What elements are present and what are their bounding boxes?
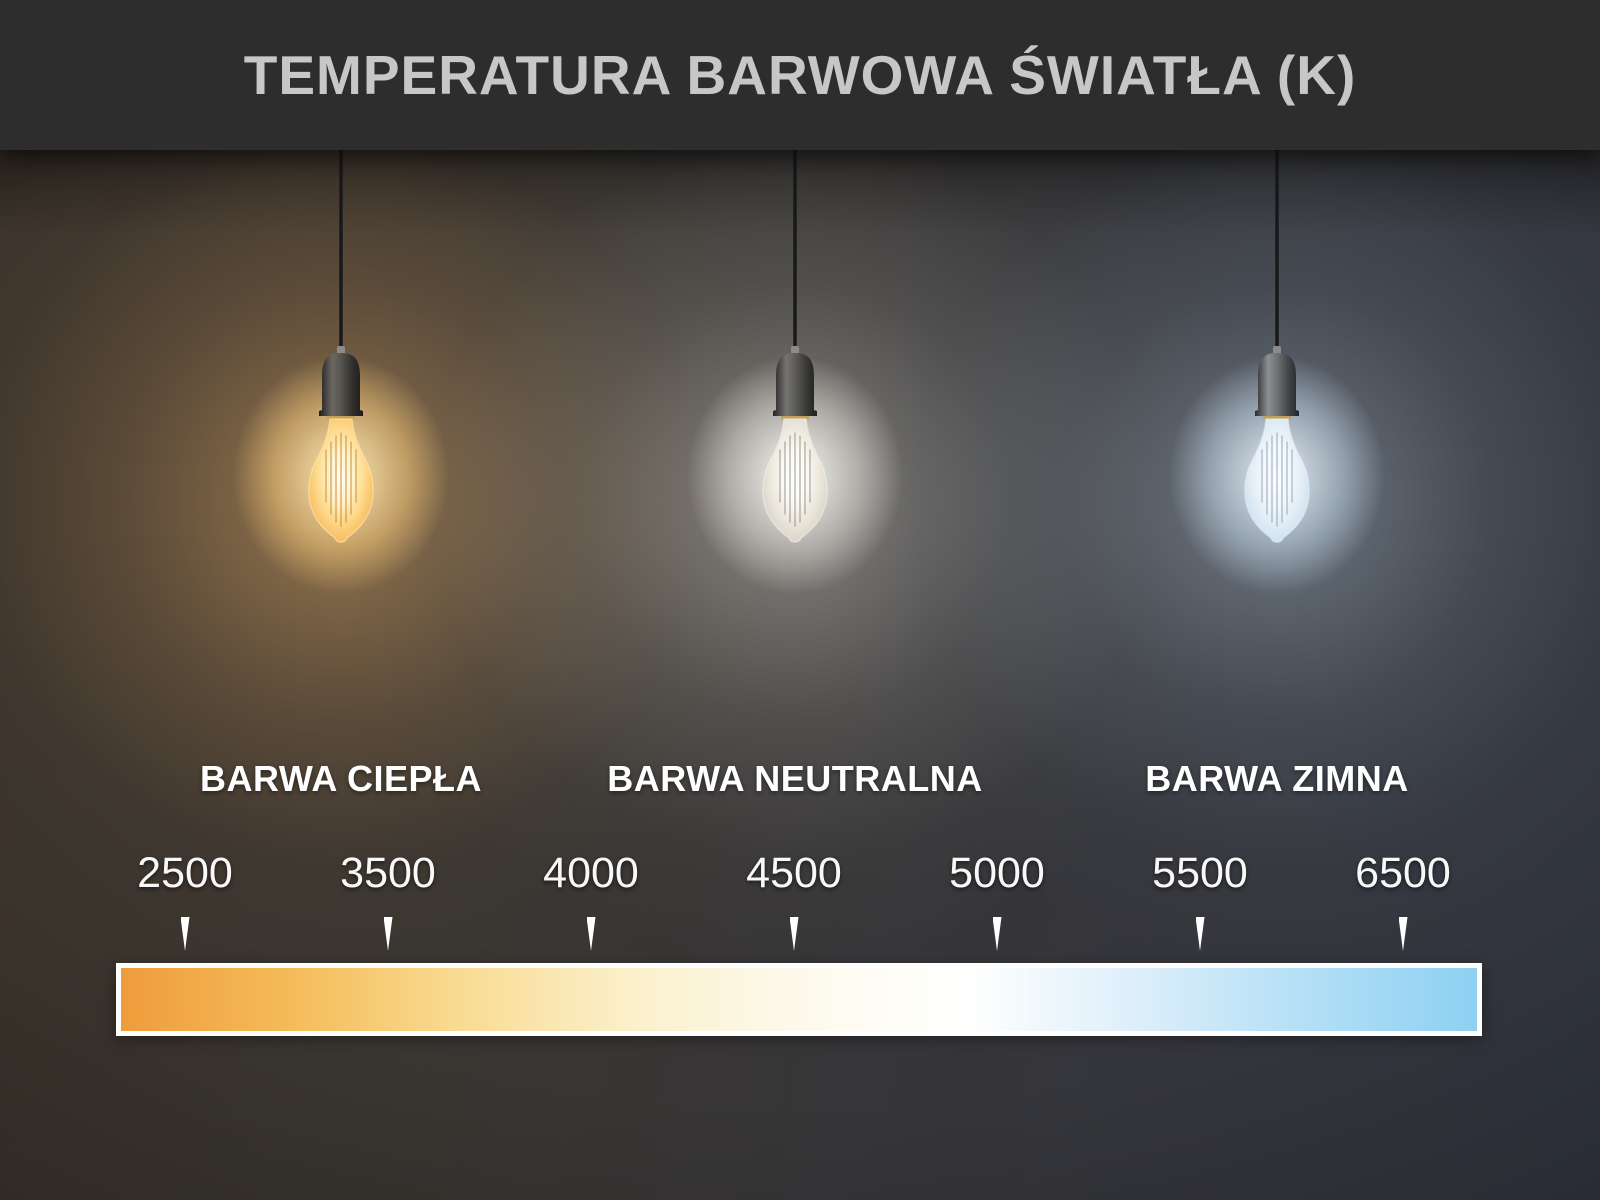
temperature-gradient-bar: [116, 963, 1482, 1036]
tick-arrow-icon: [180, 917, 190, 951]
bulb-filament: [325, 432, 357, 527]
label-neutral: BARWA NEUTRALNA: [607, 758, 983, 799]
cord-cap: [791, 346, 799, 355]
socket-brass-ring: [781, 416, 809, 420]
header-bar: TEMPERATURA BARWOWA ŚWIATŁA (K): [0, 0, 1600, 150]
socket-brass-ring: [327, 416, 355, 420]
pendant-lamp-cold: [1217, 150, 1337, 550]
cord-cap: [1273, 346, 1281, 355]
socket-brass-ring: [1263, 416, 1291, 420]
cord-cap: [337, 346, 345, 355]
pendant-lamp-neutral-icon: [762, 150, 828, 543]
tick-value: 4000: [543, 849, 639, 897]
label-warm: BARWA CIEPŁA: [199, 758, 483, 799]
tick-arrow-icon: [586, 917, 596, 951]
tick-value: 4500: [746, 849, 842, 897]
lamp-socket: [773, 353, 817, 416]
lamp-socket: [1255, 353, 1299, 416]
pendant-lamp-neutral: [735, 150, 855, 550]
tick-value: 6500: [1355, 849, 1451, 897]
bulb-filament: [1261, 432, 1293, 527]
kelvin-scale-ticks: 2500 3500 4000 4500 5000 5500 6500: [137, 849, 1451, 951]
label-cold: BARWA ZIMNA: [1145, 758, 1409, 799]
tick-arrow-icon: [1195, 917, 1205, 951]
tick-arrow-icon: [1398, 917, 1408, 951]
temperature-gradient-fill: [121, 968, 1477, 1031]
tick-value: 3500: [340, 849, 436, 897]
tick-arrow-icon: [992, 917, 1002, 951]
tick-value: 5500: [1152, 849, 1248, 897]
lamp-socket: [319, 353, 363, 416]
tick-arrow-icon: [383, 917, 393, 951]
tick-arrow-icon: [789, 917, 799, 951]
pendant-lamp-warm: [281, 150, 401, 550]
pendant-lamp-warm-icon: [308, 150, 374, 543]
pendant-lamp-cold-icon: [1244, 150, 1310, 543]
tick-value: 5000: [949, 849, 1045, 897]
tick-value: 2500: [137, 849, 233, 897]
bulb-filament: [779, 432, 811, 527]
page-title: TEMPERATURA BARWOWA ŚWIATŁA (K): [243, 44, 1357, 106]
